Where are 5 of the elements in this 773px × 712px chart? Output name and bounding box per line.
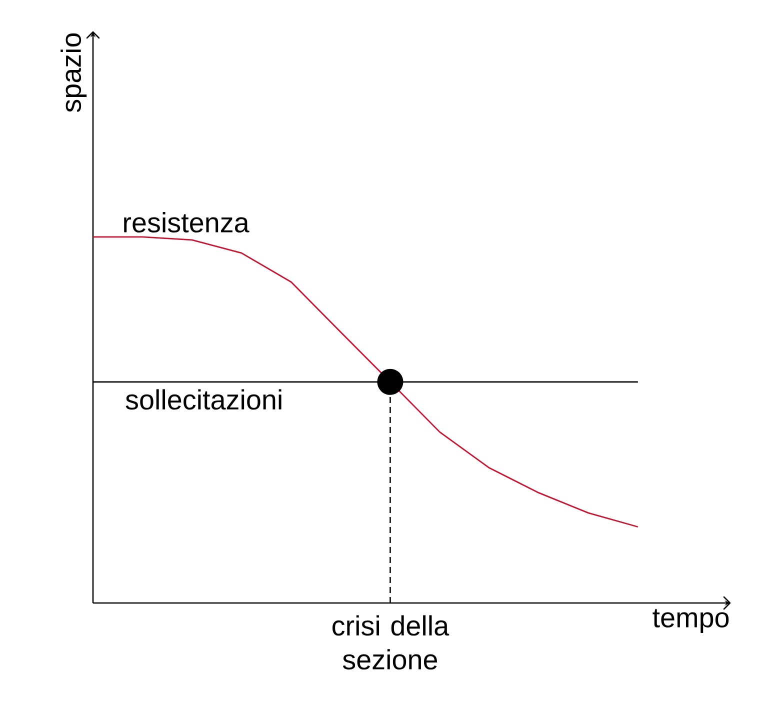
- series-label: sollecitazioni: [126, 389, 282, 410]
- annotation: crisi della sezione: [332, 615, 450, 670]
- y-axis-title: spazio: [60, 33, 87, 112]
- x-axis-title: tempo: [652, 609, 729, 633]
- series-label: resistenza: [124, 212, 250, 233]
